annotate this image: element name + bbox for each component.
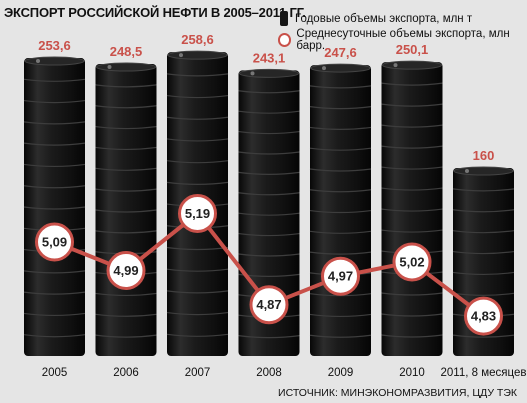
line-point-label: 5,09 bbox=[42, 235, 67, 250]
x-tick-label: 2006 bbox=[113, 367, 139, 379]
bar-value-label: 243,1 bbox=[253, 50, 286, 65]
line-point bbox=[321, 256, 360, 296]
bar-value-label: 160 bbox=[473, 148, 495, 163]
barrel-bar bbox=[381, 60, 443, 356]
barrel-icon bbox=[280, 11, 288, 26]
barrel-bar bbox=[23, 56, 86, 357]
legend-item-daily: Среднесуточные объемы экспорта, млн барр… bbox=[278, 27, 527, 52]
line-point bbox=[106, 251, 146, 290]
line-point bbox=[392, 242, 432, 282]
chart-title: ЭКСПОРТ РОССИЙСКОЙ НЕФТИ В 2005–2011 ГГ. bbox=[4, 5, 306, 20]
line-point-label: 4,99 bbox=[113, 263, 138, 278]
legend: Годовые объемы экспорта, млн т Среднесут… bbox=[278, 8, 527, 52]
line-point-label: 4,87 bbox=[256, 297, 281, 312]
line-point-label: 4,83 bbox=[471, 309, 496, 324]
bar-value-label: 248,5 bbox=[110, 44, 143, 59]
legend-label-annual: Годовые объемы экспорта, млн т bbox=[295, 12, 473, 25]
source-note: ИСТОЧНИК: МИНЭКОНОМРАЗВИТИЯ, ЦДУ ТЭК bbox=[278, 387, 517, 399]
circle-marker-icon bbox=[278, 32, 292, 47]
x-tick-label: 2005 bbox=[42, 367, 68, 379]
x-tick-label: 2007 bbox=[185, 367, 211, 379]
line-point-label: 5,02 bbox=[399, 254, 424, 269]
x-tick-label: 2011, 8 месяцев bbox=[441, 367, 527, 379]
bar-value-label: 258,6 bbox=[181, 32, 214, 47]
bar-value-label: 247,6 bbox=[324, 45, 357, 60]
line-point bbox=[249, 285, 289, 325]
x-tick-label: 2009 bbox=[328, 367, 354, 379]
barrel-bar bbox=[95, 62, 157, 356]
x-tick-label: 2010 bbox=[399, 367, 425, 379]
line-point bbox=[35, 222, 74, 262]
barrel-bar bbox=[309, 63, 372, 356]
line-point-label: 4,97 bbox=[328, 269, 353, 284]
bar-value-label: 250,1 bbox=[396, 42, 429, 57]
line-point-label: 5,19 bbox=[185, 206, 210, 221]
legend-label-daily: Среднесуточные объемы экспорта, млн барр… bbox=[296, 27, 510, 52]
line-point bbox=[464, 296, 503, 336]
legend-item-annual: Годовые объемы экспорта, млн т bbox=[280, 8, 527, 29]
bar-value-label: 253,6 bbox=[38, 38, 71, 53]
x-tick-label: 2008 bbox=[256, 367, 282, 379]
line-point bbox=[178, 194, 217, 233]
